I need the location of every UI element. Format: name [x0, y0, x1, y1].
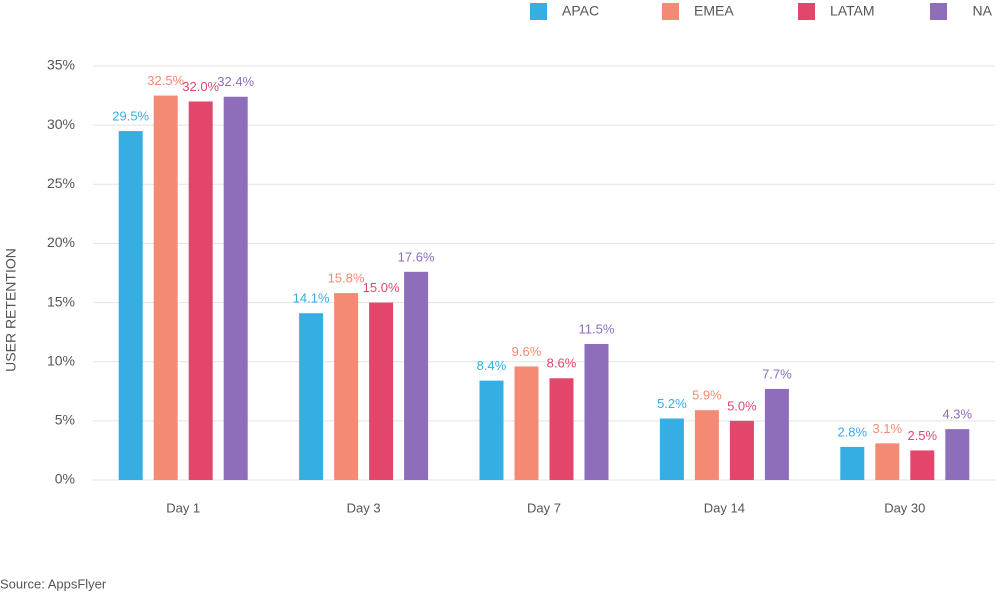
value-label: 2.5% [907, 428, 937, 443]
bar [479, 380, 504, 480]
value-label: 5.9% [692, 388, 722, 403]
bar [404, 271, 429, 480]
legend-swatch [530, 3, 547, 20]
y-tick-label: 5% [55, 412, 75, 428]
y-tick-label: 25% [47, 175, 75, 191]
bar [153, 95, 178, 481]
y-tick-label: 10% [47, 352, 75, 368]
bar [729, 420, 754, 480]
value-label: 32.0% [182, 79, 219, 94]
value-label: 32.4% [217, 74, 254, 89]
x-tick-label: Day 3 [347, 500, 381, 515]
legend-label: LATAM [830, 3, 875, 19]
y-tick-label: 0% [55, 471, 75, 487]
x-tick-label: Day 1 [166, 500, 200, 515]
value-label: 14.1% [293, 291, 330, 306]
value-label: 8.4% [477, 358, 507, 373]
value-label: 17.6% [398, 249, 435, 264]
y-tick-label: 35% [47, 57, 75, 73]
legend-label: APAC [562, 3, 599, 19]
legend-label: EMEA [694, 3, 734, 19]
bar [223, 96, 248, 481]
bar [694, 410, 719, 480]
x-tick-label: Day 7 [527, 500, 561, 515]
bar [659, 418, 684, 480]
bar [945, 429, 970, 480]
bar [299, 313, 324, 480]
value-label: 9.6% [512, 344, 542, 359]
bar [334, 293, 359, 480]
bar [584, 343, 609, 480]
y-tick-label: 20% [47, 234, 75, 250]
bar [514, 366, 539, 480]
value-label: 5.2% [657, 396, 687, 411]
legend-label: NA [973, 3, 993, 19]
bar [840, 446, 865, 480]
bar [910, 450, 935, 480]
value-label: 15.8% [328, 271, 365, 286]
source: Source: AppsFlyer [0, 576, 107, 591]
bar [875, 443, 900, 480]
value-label: 15.0% [363, 280, 400, 295]
bar [118, 131, 143, 481]
value-label: 11.5% [579, 321, 615, 336]
value-label: 7.7% [762, 366, 792, 381]
value-label: 3.1% [872, 421, 902, 436]
bar [764, 388, 789, 480]
legend-swatch [930, 3, 947, 20]
value-label: 32.5% [147, 73, 184, 88]
value-label: 29.5% [112, 108, 149, 123]
value-label: 4.3% [942, 407, 972, 422]
y-tick-label: 30% [47, 116, 75, 132]
y-tick-label: 15% [47, 293, 75, 309]
legend-swatch [798, 3, 815, 20]
legend-swatch [662, 3, 679, 20]
bar [188, 101, 213, 480]
x-tick-label: Day 14 [704, 500, 745, 515]
bar [369, 302, 394, 480]
y-axis-label: USER RETENTION [3, 248, 19, 372]
value-label: 8.6% [547, 356, 577, 371]
x-tick-label: Day 30 [884, 500, 925, 515]
value-label: 5.0% [727, 398, 757, 413]
bar [549, 378, 574, 480]
value-label: 2.8% [837, 424, 867, 439]
